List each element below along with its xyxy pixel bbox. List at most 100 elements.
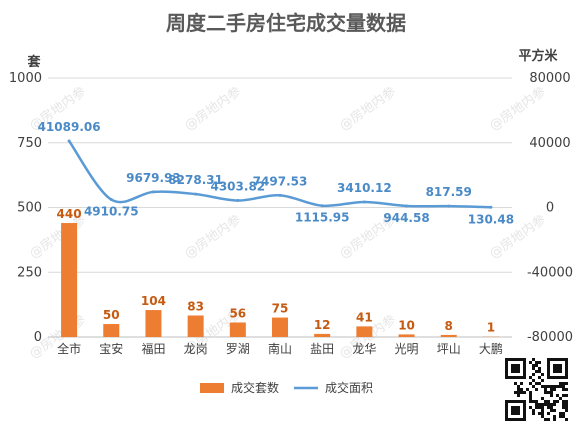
right-tick-label: -40000 <box>527 265 573 280</box>
left-tick-label: 250 <box>17 265 42 280</box>
qr-module <box>532 379 535 382</box>
bar-value-label: 50 <box>103 308 120 322</box>
qr-module <box>514 391 517 394</box>
left-axis-unit: 套 <box>26 54 41 70</box>
qr-module <box>562 382 565 385</box>
line-value-label: 8278.31 <box>168 173 223 187</box>
category-label: 福田 <box>141 341 165 356</box>
qr-module <box>508 358 511 361</box>
qr-module <box>532 358 535 361</box>
qr-module <box>532 385 535 388</box>
qr-module <box>523 370 526 373</box>
qr-module <box>541 403 544 406</box>
qr-module <box>529 391 532 394</box>
qr-module <box>523 367 526 370</box>
bar <box>145 310 162 337</box>
right-tick-label: -80000 <box>527 330 573 345</box>
qr-module <box>508 376 511 379</box>
qr-module <box>565 358 568 361</box>
qr-module <box>532 367 535 370</box>
line-value-label: 944.58 <box>383 211 429 225</box>
category-label: 龙华 <box>352 342 376 356</box>
qr-module <box>547 361 550 364</box>
qr-module <box>550 385 553 388</box>
bar <box>398 334 415 337</box>
category-label: 宝安 <box>99 341 123 356</box>
qr-module <box>541 412 544 415</box>
qr-module <box>556 364 559 367</box>
qr-module <box>532 364 535 367</box>
qr-module <box>505 412 508 415</box>
line-point <box>236 199 240 203</box>
qr-module <box>550 394 553 397</box>
qr-module <box>517 406 520 409</box>
category-label: 南山 <box>268 341 292 356</box>
bar <box>314 333 331 337</box>
qr-module <box>562 394 565 397</box>
qr-module <box>538 382 541 385</box>
qr-module <box>550 376 553 379</box>
qr-module <box>511 358 514 361</box>
qr-module <box>505 358 508 361</box>
category-label: 罗湖 <box>226 341 250 356</box>
legend-line-label: 成交面积 <box>325 380 373 395</box>
qr-module <box>508 400 511 403</box>
qr-module <box>517 364 520 367</box>
bar-value-label: 440 <box>57 207 82 221</box>
line-value-label: 9679.93 <box>126 171 181 185</box>
left-tick-label: 500 <box>17 201 42 216</box>
bar <box>103 324 120 337</box>
qr-module <box>529 400 532 403</box>
qr-module <box>505 406 508 409</box>
bar-value-label: 12 <box>314 318 331 332</box>
qr-module <box>529 397 532 400</box>
qr-module <box>505 415 508 418</box>
bar-value-label: 8 <box>445 319 453 333</box>
qr-module <box>565 370 568 373</box>
qr-module <box>511 376 514 379</box>
line-point <box>194 192 198 196</box>
right-tick-label: 0 <box>546 201 554 216</box>
qr-module <box>550 403 553 406</box>
qr-module <box>514 382 517 385</box>
line-value-label: 7497.53 <box>253 174 308 188</box>
qr-module <box>544 403 547 406</box>
qr-module <box>511 406 514 409</box>
qr-module <box>562 403 565 406</box>
qr-module <box>514 400 517 403</box>
qr-module <box>556 358 559 361</box>
qr-module <box>553 400 556 403</box>
qr-module <box>559 370 562 373</box>
qr-module <box>520 400 523 403</box>
line-point <box>320 204 324 208</box>
qr-module <box>541 385 544 388</box>
qr-module <box>562 388 565 391</box>
qr-module <box>565 367 568 370</box>
qr-module <box>553 418 556 421</box>
qr-module <box>532 400 535 403</box>
qr-module <box>517 385 520 388</box>
line-point <box>151 190 155 194</box>
qr-module <box>541 406 544 409</box>
qr-module <box>544 385 547 388</box>
qr-module <box>523 391 526 394</box>
qr-module <box>517 367 520 370</box>
qr-module <box>523 400 526 403</box>
qr-module <box>541 415 544 418</box>
qr-module <box>523 406 526 409</box>
watermark-text: @房地内参 <box>181 212 243 262</box>
qr-module <box>514 364 517 367</box>
line-point <box>405 204 409 208</box>
qr-module <box>505 364 508 367</box>
line-value-label: 3410.12 <box>337 181 392 195</box>
qr-module <box>559 358 562 361</box>
qr-module <box>526 388 529 391</box>
category-label: 龙岗 <box>184 342 208 356</box>
qr-module <box>538 361 541 364</box>
qr-module <box>529 406 532 409</box>
qr-module <box>514 406 517 409</box>
qr-module <box>538 367 541 370</box>
qr-module <box>550 409 553 412</box>
qr-module <box>544 388 547 391</box>
